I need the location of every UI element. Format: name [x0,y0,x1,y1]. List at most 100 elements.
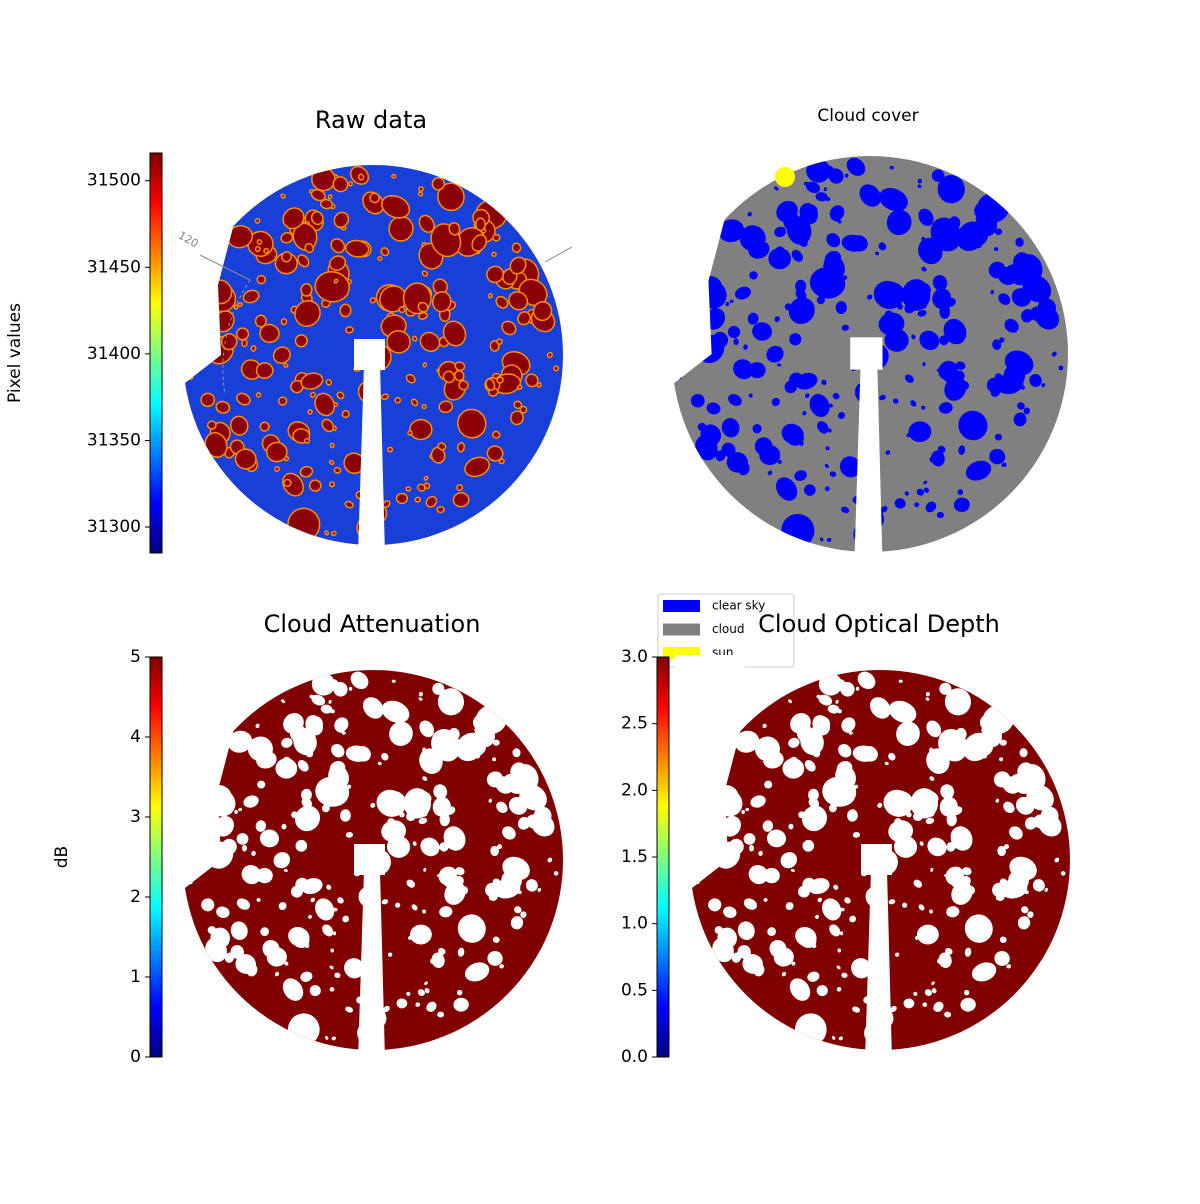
blob [282,207,305,230]
colorbar-tick-label: 0.5 [621,980,648,1000]
blob [914,502,920,508]
blob [714,926,723,934]
blob [200,392,216,408]
blob [274,971,280,977]
blob [835,301,847,315]
blob [516,384,523,390]
blob [345,831,353,838]
blob [788,737,800,748]
blob [913,879,923,888]
blob [927,837,947,857]
blob [999,936,1007,943]
blob [852,831,860,838]
blob [797,885,810,898]
blob [906,433,911,438]
blob [490,845,499,857]
blob [259,421,270,432]
blob [886,209,912,236]
blob [1009,826,1023,840]
blob [300,971,313,982]
blob [848,731,853,735]
blob [417,989,425,996]
blob [896,721,920,746]
blob [748,362,766,379]
blob [727,326,741,339]
blob [407,430,413,436]
blob [345,1006,354,1013]
blob [728,838,744,855]
blob [438,948,446,955]
blob [260,927,270,937]
blob [256,897,261,902]
blob [955,361,966,370]
blob [426,1001,437,1012]
blob [933,1001,944,1012]
blob [328,459,335,466]
blob [546,351,553,359]
blob [230,415,249,436]
blob [777,483,785,491]
blob [216,906,230,918]
blob [300,372,324,390]
blob [799,238,808,248]
blob [994,228,1003,235]
blob [320,704,333,714]
blob [931,169,945,182]
blob [734,286,751,300]
blob [455,867,465,876]
blob [241,865,262,885]
blob [932,288,952,309]
blob [921,405,926,410]
blob [1060,871,1066,876]
blob [818,673,843,696]
blob [387,952,393,957]
blob [456,484,464,492]
blob [491,251,497,258]
blob [418,214,435,233]
blob [377,761,382,766]
blob [821,379,827,386]
colorbar-tick-label: 31300 [87,517,141,537]
blob [342,915,350,923]
blob [747,241,753,247]
blob [508,291,529,311]
blob [829,275,834,279]
blob [431,952,445,968]
blob [815,192,828,202]
colorbar-tick-label: 0 [130,1047,141,1067]
blob [1013,412,1027,427]
blob [790,868,795,872]
blob [281,756,292,767]
blob [949,216,961,229]
blob [501,320,517,336]
blob [431,177,446,191]
mask-square [850,337,883,370]
panel [168,655,563,1060]
blob [836,986,842,992]
blob [1021,906,1029,914]
blob [913,991,918,996]
blob [234,448,257,470]
blob [495,295,509,309]
blob [953,497,970,513]
blob [762,751,767,757]
blob [803,484,816,496]
blob [236,833,249,845]
blob [520,911,527,918]
mask-notch [168,150,238,383]
colorbar-tick-label: 0.0 [621,1047,648,1067]
blob [886,790,914,817]
blob [280,318,288,326]
blob [748,865,769,885]
blob [330,238,346,254]
blob [437,442,447,451]
annotation-line [544,246,573,263]
blob [417,483,426,492]
blob [824,464,829,468]
blob [712,937,734,963]
blob [743,344,748,350]
blob [386,330,411,354]
blob [281,251,292,263]
blob [380,247,390,257]
blob [255,820,267,832]
